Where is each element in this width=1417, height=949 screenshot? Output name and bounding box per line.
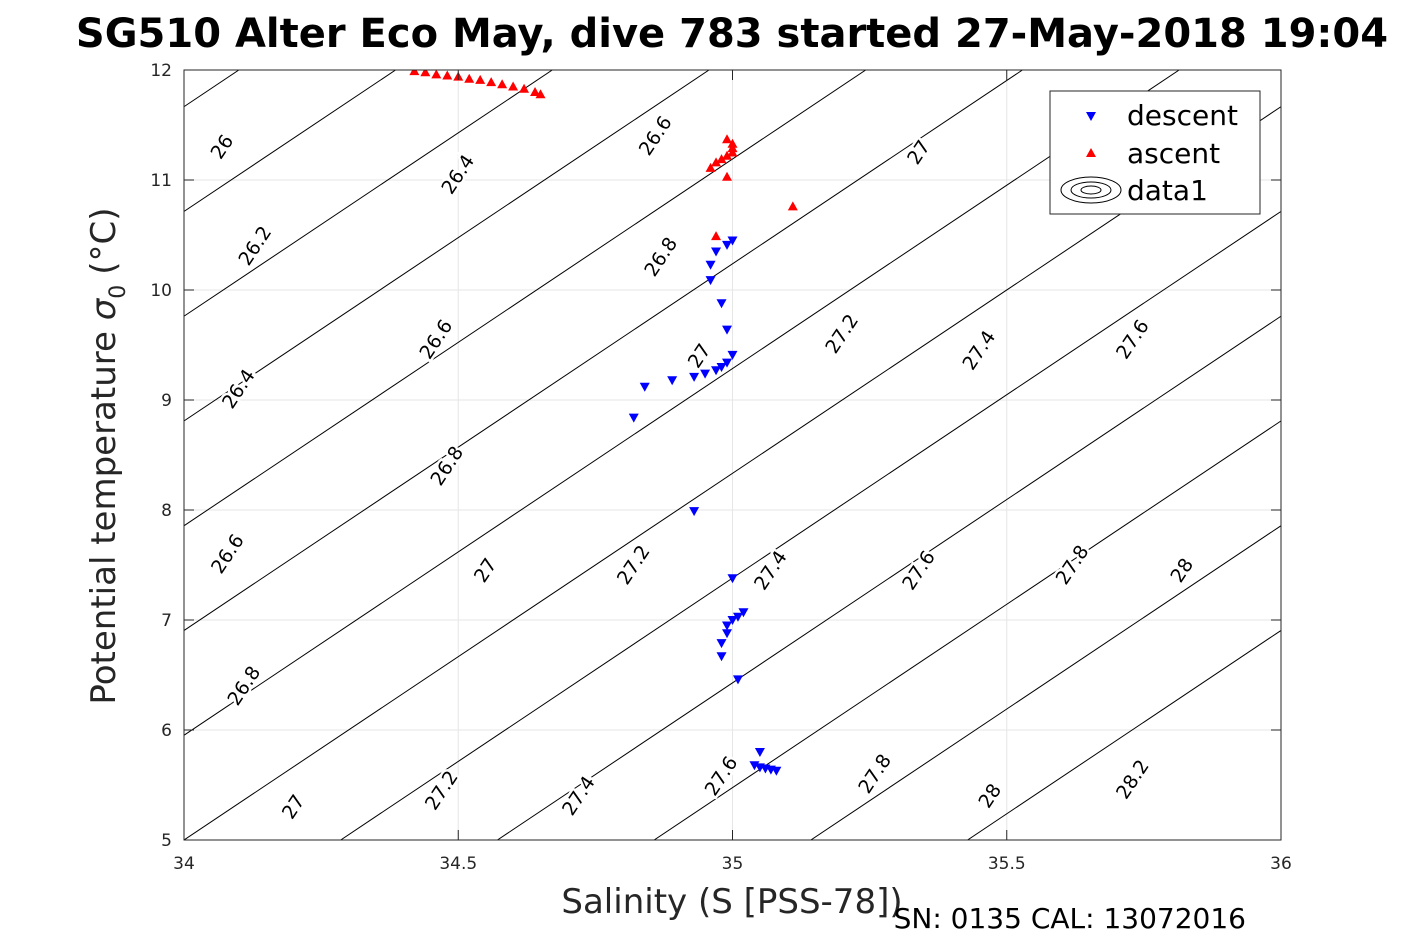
descent-point	[738, 608, 749, 618]
descent-point	[705, 260, 716, 270]
descent-point	[716, 299, 727, 309]
descent-point	[689, 507, 700, 517]
legend-ascent-label: ascent	[1127, 137, 1220, 170]
y-axis-label-main: Potential temperature	[84, 331, 124, 704]
legend: descent ascent data1	[1049, 90, 1261, 215]
ascent-point	[711, 157, 722, 167]
x-tick-label: 35.5	[988, 854, 1026, 874]
contour-line	[184, 70, 553, 317]
ascent-point	[409, 70, 420, 76]
descent-point	[689, 372, 700, 382]
y-tick-label: 12	[150, 61, 172, 81]
descent-point	[705, 276, 716, 286]
contour-line	[653, 420, 1281, 840]
contour-line	[810, 525, 1281, 840]
contour-line	[967, 629, 1281, 840]
y-axis-label-symbol: σ	[84, 297, 124, 320]
ascent-point	[722, 150, 733, 160]
ascent-point	[711, 231, 722, 241]
ascent-point	[716, 154, 727, 164]
x-tick-label: 35	[722, 854, 744, 874]
ascent-point	[464, 73, 475, 83]
ascent-point	[787, 201, 798, 211]
ascent-point	[535, 89, 546, 99]
y-axis-label-unit: (°C)	[84, 207, 124, 274]
descent-point	[771, 766, 782, 776]
grid-lines	[183, 69, 1282, 841]
descent-point	[667, 376, 678, 386]
legend-ascent-marker	[1086, 148, 1096, 157]
y-tick-label: 5	[161, 831, 172, 851]
contour-line	[340, 210, 1281, 840]
descent-point	[727, 574, 738, 584]
y-tick-label: 10	[150, 281, 172, 301]
y-axis-label: Potential temperature σ0 (°C)	[84, 207, 131, 704]
descent-point	[722, 325, 733, 335]
ascent-point	[508, 81, 519, 91]
descent-point	[628, 413, 639, 423]
descent-point	[711, 247, 722, 257]
contour-line	[184, 70, 866, 527]
contour-line	[184, 70, 710, 422]
contour-line	[184, 70, 396, 213]
legend-contour-label: data1	[1127, 174, 1208, 207]
ascent-point	[475, 74, 486, 84]
chart-title: SG510 Alter Eco May, dive 783 started 27…	[76, 11, 1388, 57]
legend-descent-label: descent	[1127, 99, 1238, 132]
contour-line	[184, 70, 1023, 632]
legend-contour-icon	[1060, 176, 1122, 204]
y-tick-label: 9	[161, 391, 172, 411]
y-tick-label: 7	[161, 611, 172, 631]
descent-point	[716, 363, 727, 372]
x-axis-ticks: 34 34.5 35 35.5 36	[173, 70, 1292, 874]
descent-point	[722, 629, 733, 639]
descent-point	[722, 240, 733, 250]
descent-point	[722, 621, 733, 631]
ascent-point	[705, 162, 716, 172]
ascent-point	[519, 83, 530, 93]
descent-point	[722, 358, 733, 368]
ascent-point	[431, 70, 442, 79]
descent-point	[754, 748, 765, 757]
descent-point	[727, 236, 738, 246]
descent-point	[727, 350, 738, 360]
contour-line	[184, 70, 1180, 736]
descent-point	[639, 382, 650, 392]
ascent-point	[420, 70, 431, 77]
descent-point	[727, 616, 738, 625]
descent-point	[732, 612, 743, 622]
y-tick-label: 8	[161, 501, 172, 521]
ascent-point	[442, 70, 453, 80]
ascent-point	[530, 87, 541, 96]
ascent-point	[497, 79, 508, 89]
descent-point	[716, 652, 727, 662]
y-tick-label: 11	[150, 171, 172, 191]
x-tick-label: 34.5	[439, 854, 477, 874]
descent-point	[711, 366, 722, 376]
data-points	[409, 70, 798, 776]
descent-point	[732, 675, 743, 685]
descent-point	[700, 369, 711, 379]
contour-line	[0, 70, 82, 840]
descent-point	[716, 639, 727, 649]
ascent-point	[722, 171, 733, 181]
x-tick-label: 36	[1270, 854, 1292, 874]
contour-line	[497, 315, 1281, 840]
legend-descent-marker	[1086, 112, 1096, 121]
ascent-point	[722, 134, 733, 144]
y-tick-label: 6	[161, 721, 172, 741]
ascent-point	[727, 138, 738, 148]
ascent-point	[486, 77, 497, 87]
footnote-calibration: SN: 0135 CAL: 13072016	[894, 902, 1246, 935]
x-tick-label: 34	[173, 854, 195, 874]
y-axis-ticks: 5 6 7 8 9 10 11 12	[150, 61, 1281, 851]
y-axis-label-subscript: 0	[106, 285, 131, 299]
x-axis-label: Salinity (S [PSS-78])	[561, 882, 902, 922]
